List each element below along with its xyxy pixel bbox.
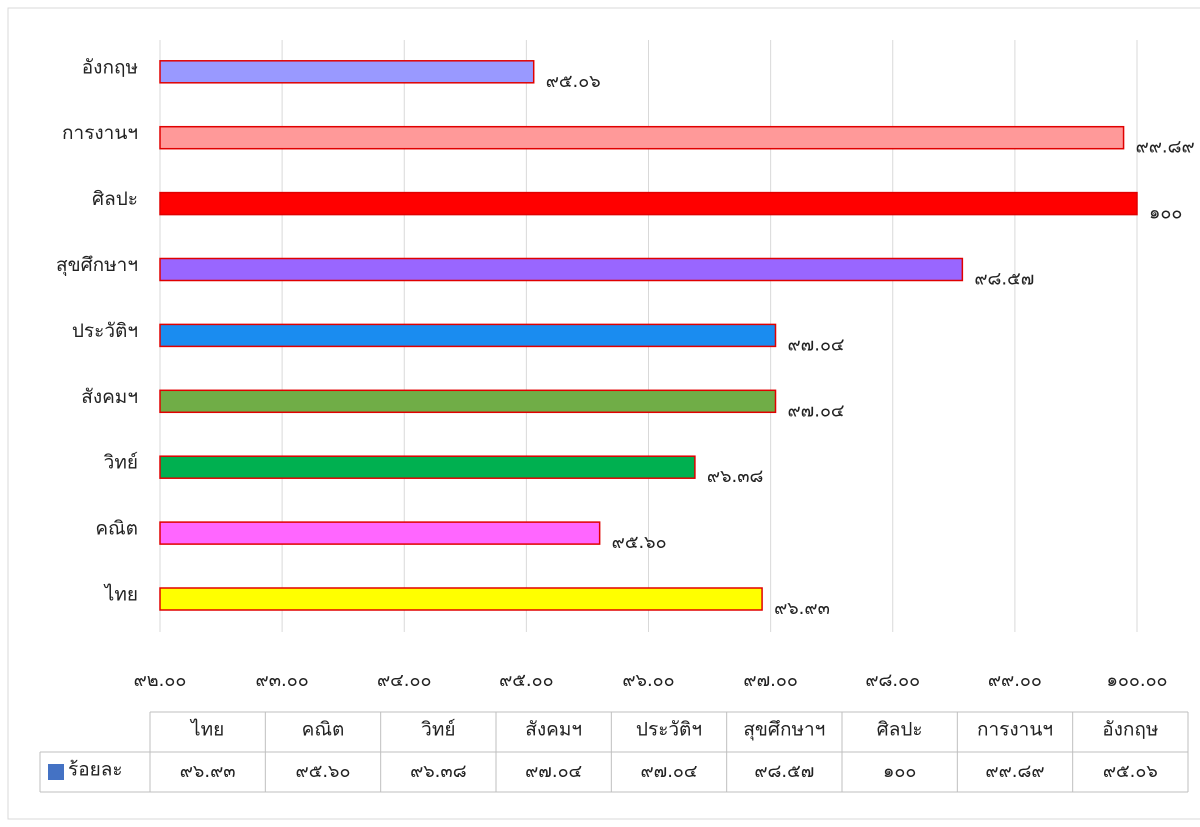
- table-value: ๙๕.๖๐: [296, 761, 351, 782]
- table-value: ๙๗.๐๔: [525, 761, 582, 782]
- table-header: ประวัติฯ: [636, 719, 702, 741]
- bar: [159, 125, 1125, 150]
- x-tick-label: ๙๙.๐๐: [988, 670, 1042, 691]
- data-label: ๙๖.๓๘: [707, 466, 764, 487]
- chart-frame: [7, 7, 1200, 820]
- data-label: ๙๖.๙๓: [774, 598, 830, 619]
- table-header: คณิต: [302, 719, 345, 741]
- y-tick-label: ศิลปะ: [92, 188, 138, 210]
- bar: [159, 455, 696, 479]
- y-tick-label: คณิต: [95, 518, 138, 540]
- table-header: ไทย: [189, 719, 224, 741]
- data-label: ๙๗.๐๔: [788, 334, 845, 355]
- x-tick-label: ๙๗.๐๐: [743, 670, 797, 691]
- table-header: ศิลปะ: [877, 719, 923, 741]
- table-header: การงานฯ: [977, 719, 1053, 741]
- table-value: ๙๘.๕๗: [754, 761, 814, 782]
- table-value: ๙๕.๐๖: [1103, 761, 1158, 782]
- data-label: ๑๐๐: [1149, 203, 1182, 224]
- table-value: ๑๐๐: [883, 761, 916, 782]
- x-tick-label: ๑๐๐.๐๐: [1106, 670, 1167, 691]
- bar: [159, 323, 777, 348]
- bar: [159, 257, 964, 282]
- data-label: ๙๗.๐๔: [788, 400, 845, 421]
- data-label: ๙๕.๖๐: [612, 532, 667, 553]
- table-header: อังกฤษ: [1102, 719, 1158, 741]
- table-header: วิทย์: [421, 719, 456, 741]
- x-tick-label: ๙๘.๐๐: [865, 670, 920, 691]
- table-value: ๙๙.๘๙: [985, 761, 1044, 782]
- x-tick-label: ๙๓.๐๐: [256, 670, 309, 691]
- table-value: ๙๖.๙๓: [180, 761, 236, 782]
- x-tick-label: ๙๖.๐๐: [622, 670, 674, 691]
- x-tick-label: ๙๒.๐๐: [134, 670, 187, 691]
- bar: [159, 521, 601, 545]
- table-value: ๙๖.๓๘: [410, 761, 467, 782]
- bar: [159, 587, 763, 611]
- bar: [159, 60, 535, 84]
- table-value: ๙๗.๐๔: [640, 761, 697, 782]
- bar: [159, 389, 777, 414]
- y-tick-label: การงานฯ: [62, 122, 138, 144]
- y-tick-label: สุขศึกษาฯ: [56, 254, 138, 277]
- x-tick-label: ๙๕.๐๐: [499, 670, 554, 691]
- table-header: สังคมฯ: [525, 719, 582, 741]
- table-header: สุขศึกษาฯ: [743, 719, 825, 742]
- bar: [159, 191, 1138, 216]
- data-label: ๙๘.๕๗: [974, 269, 1034, 290]
- y-tick-label: วิทย์: [103, 452, 138, 474]
- y-tick-label: อังกฤษ: [82, 56, 138, 78]
- y-tick-label: สังคมฯ: [81, 386, 138, 408]
- data-label: ๙๕.๐๖: [546, 71, 601, 92]
- x-tick-label: ๙๔.๐๐: [377, 670, 432, 691]
- y-tick-label: ไทย: [103, 584, 138, 606]
- y-tick-label: ประวัติฯ: [72, 320, 138, 342]
- data-label: ๙๙.๘๙: [1136, 137, 1195, 158]
- legend-label: ร้อยละ: [68, 759, 123, 781]
- legend-swatch: [48, 764, 64, 780]
